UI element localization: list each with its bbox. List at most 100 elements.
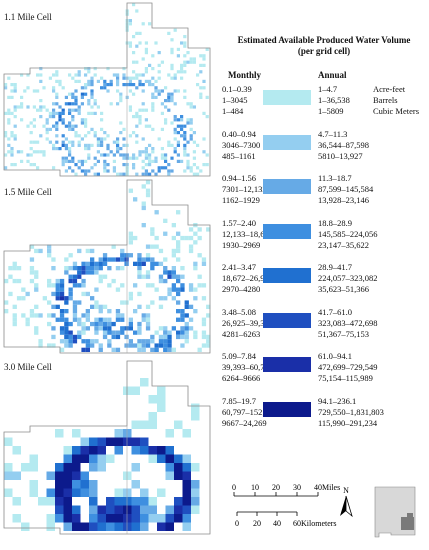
grid-cell <box>89 514 98 523</box>
grid-cell <box>84 93 87 96</box>
grid-cell <box>55 429 64 438</box>
grid-cell <box>129 326 133 330</box>
grid-cell <box>137 343 141 347</box>
grid-cell <box>110 102 113 105</box>
grid-cell <box>71 160 74 163</box>
grid-cell <box>98 463 107 472</box>
grid-cell <box>62 163 65 166</box>
grid-cell <box>150 262 154 266</box>
grid-cell <box>74 89 77 92</box>
grid-cell <box>71 169 74 172</box>
grid-cell <box>176 279 180 283</box>
grid-cell <box>65 102 68 105</box>
grid-cell <box>39 73 42 76</box>
grid-cell <box>164 86 167 89</box>
legend-annual-value: 28.9–41.7 <box>318 262 378 273</box>
grid-cell <box>52 89 55 92</box>
grid-cell <box>186 153 189 156</box>
grid-cell <box>33 118 36 121</box>
miles-tick-20: 20 <box>272 483 280 492</box>
grid-cell <box>206 115 209 118</box>
grid-cell <box>60 288 64 292</box>
grid-cell <box>34 275 38 279</box>
km-tick-20: 20 <box>253 519 261 528</box>
grid-cell <box>140 489 149 498</box>
grid-cell <box>97 160 100 163</box>
grid-cell <box>135 141 138 144</box>
grid-cell <box>47 279 51 283</box>
grid-cell <box>89 463 98 472</box>
grid-cell <box>7 150 10 153</box>
grid-cell <box>65 144 68 147</box>
grid-cell <box>47 322 51 326</box>
grid-cell <box>51 313 55 317</box>
grid-cell <box>34 283 38 287</box>
grid-cell <box>86 309 90 313</box>
grid-cell <box>86 343 90 347</box>
grid-cell <box>193 150 196 153</box>
grid-cell <box>115 523 124 532</box>
grid-cell <box>129 45 132 48</box>
grid-cell <box>124 335 128 339</box>
grid-cell <box>103 335 107 339</box>
grid-cell <box>77 335 81 339</box>
grid-cell <box>190 137 193 140</box>
grid-cell <box>87 67 90 70</box>
grid-cell <box>163 270 167 274</box>
grid-cell <box>150 283 154 287</box>
grid-cell <box>64 523 73 532</box>
grid-cell <box>159 296 163 300</box>
grid-cell <box>183 150 186 153</box>
grid-cell <box>163 326 167 330</box>
grid-cell <box>113 73 116 76</box>
grid-cell <box>17 150 20 153</box>
grid-cell <box>69 292 73 296</box>
grid-cell <box>81 137 84 140</box>
km-tick-0: 0 <box>235 519 239 528</box>
grid-cell <box>151 102 154 105</box>
grid-cell <box>30 489 39 498</box>
grid-cell <box>47 472 56 481</box>
grid-cell <box>151 54 154 57</box>
grid-cell <box>86 339 90 343</box>
grid-cell <box>146 245 150 249</box>
grid-cell <box>124 253 128 257</box>
grid-cell <box>159 279 163 283</box>
legend-swatch-4 <box>263 224 311 239</box>
grid-cell <box>132 438 141 447</box>
grid-cell <box>90 93 93 96</box>
grid-cell <box>74 109 77 112</box>
grid-cell <box>69 331 73 335</box>
grid-cell <box>124 262 128 266</box>
grid-cell <box>159 335 163 339</box>
grid-cell <box>183 463 192 472</box>
grid-cell <box>174 463 183 472</box>
grid-cell <box>78 134 81 137</box>
grid-cell <box>87 99 90 102</box>
grid-cell <box>146 270 150 274</box>
grid-cell <box>146 257 150 261</box>
grid-cell <box>81 93 84 96</box>
grid-cell <box>74 134 77 137</box>
legend-monthly-value: 7301–12,132 <box>222 184 267 195</box>
grid-cell <box>138 80 141 83</box>
legend-swatch-5 <box>263 268 311 283</box>
grid-cell <box>13 497 22 506</box>
grid-cell <box>185 322 189 326</box>
grid-cell <box>30 266 34 270</box>
grid-cell <box>51 266 55 270</box>
grid-cell <box>90 322 94 326</box>
grid-cell <box>33 125 36 128</box>
grid-cell <box>58 112 61 115</box>
grid-cell <box>33 163 36 166</box>
grid-cell <box>43 296 47 300</box>
grid-cell <box>64 343 68 347</box>
north-arrow: N <box>337 484 355 520</box>
grid-cell <box>149 412 158 421</box>
grid-cell <box>190 128 193 131</box>
grid-cell <box>183 89 186 92</box>
grid-cell <box>199 64 202 67</box>
grid-cell <box>140 506 149 515</box>
north-arrow-icon <box>340 496 346 516</box>
grid-cell <box>100 141 103 144</box>
